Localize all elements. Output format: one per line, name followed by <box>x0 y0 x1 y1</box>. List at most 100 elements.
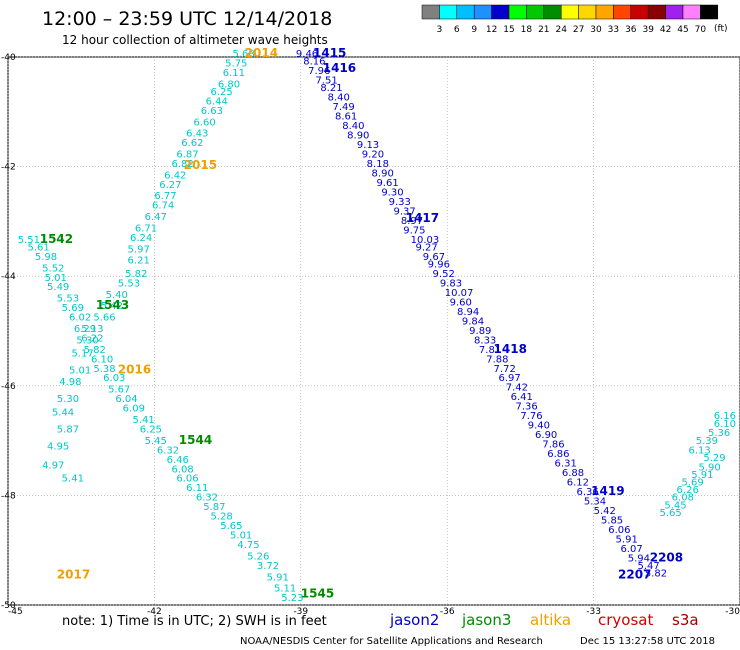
longitude-tick-label: -45 <box>8 607 23 617</box>
wave-height-value: 10.03 <box>411 235 440 246</box>
wave-height-value: 9.33 <box>389 197 411 208</box>
latitude-tick-labels: -40 -42 -44 -46 -48 -50 <box>1 53 16 611</box>
wave-height-value: 5.01 <box>69 366 91 377</box>
colorbar-label: 70 <box>695 25 707 35</box>
colorbar-label: 24 <box>555 25 567 35</box>
wave-height-value: 6.02 <box>69 313 91 324</box>
wave-height-value: 5.30 <box>76 335 98 346</box>
legend-altika: altika <box>530 611 571 629</box>
wave-height-value: 3.72 <box>257 561 279 572</box>
wave-height-value: 6.62 <box>181 138 203 149</box>
wave-height-value: 8.90 <box>347 131 369 142</box>
wave-height-value: 6.36 <box>577 487 599 498</box>
colorbar-swatch <box>456 4 475 20</box>
wave-height-value: 6.22 <box>81 333 103 344</box>
longitude-tick-label: -30 <box>725 607 740 617</box>
wave-height-value: 5.41 <box>62 474 84 485</box>
wave-height-value: 5.23 <box>281 593 303 604</box>
wave-height-value: 8.40 <box>342 121 364 132</box>
wave-height-value: 6.07 <box>620 544 642 555</box>
wave-height-value: 5.69 <box>62 303 84 314</box>
wave-height-value: 8.90 <box>372 168 394 179</box>
wave-height-value: 5.17 <box>71 349 93 360</box>
footer-note: note: 1) Time is in UTC; 2) SWH is in fe… <box>62 614 327 629</box>
colorbar-swatch <box>700 4 719 20</box>
pass-time-label: 2016 <box>118 363 151 377</box>
wave-height-value: 6.11 <box>223 68 245 79</box>
wave-height-value: 7.86 <box>542 440 564 451</box>
wave-height-value: 6.06 <box>608 525 630 536</box>
wave-height-value: 5.87 <box>203 502 225 513</box>
wave-height-value: 7.49 <box>333 102 355 113</box>
colorbar-swatch <box>560 4 579 20</box>
map-gridlines <box>7 56 740 606</box>
wave-height-value: 6.43 <box>186 129 208 140</box>
wave-height-value: 5.65 <box>220 521 242 532</box>
wave-height-value: 5.91 <box>267 572 289 583</box>
pass-time-label: 1415 <box>313 46 346 60</box>
colorbar-swatch <box>526 4 545 20</box>
colorbar-label: 3 <box>437 25 443 35</box>
wave-height-value: 5.87 <box>57 424 79 435</box>
wave-height-value: 6.24 <box>130 233 152 244</box>
wave-height-value: 5.66 <box>93 313 115 324</box>
wave-height-value: 5.68 <box>232 49 254 60</box>
wave-height-value: 5.01 <box>230 531 252 542</box>
colorbar-swatch <box>665 4 684 20</box>
pass-time-label: 2014 <box>245 46 278 60</box>
wave-height-value: 6.77 <box>154 191 176 202</box>
wave-height-value: 5.94 <box>628 553 650 564</box>
wave-height-value: 5.65 <box>659 508 681 519</box>
wave-height-value: 7.88 <box>486 354 508 365</box>
colorbar-label: 12 <box>486 25 497 35</box>
wave-height-value: 7.76 <box>520 411 542 422</box>
colorbar-label: 9 <box>471 25 477 35</box>
wave-height-value: 6.29 <box>74 324 96 335</box>
colorbar-label: 18 <box>521 25 533 35</box>
wave-height-value: 4.75 <box>237 540 259 551</box>
latitude-tick-label: -44 <box>1 272 16 282</box>
latitude-tick-label: -42 <box>1 163 16 173</box>
pass-time-label: 1545 <box>301 586 334 600</box>
wave-height-value: 6.82 <box>171 159 193 170</box>
wave-height-value: 5.97 <box>128 244 150 255</box>
wave-height-value: 5.36 <box>708 428 730 439</box>
wave-height-value: 9.30 <box>381 187 403 198</box>
wave-height-value: 5.82 <box>125 269 147 280</box>
wave-height-value: 5.53 <box>57 294 79 305</box>
colorbar-label: 15 <box>503 25 514 35</box>
wave-height-value: 5.11 <box>274 584 296 595</box>
wave-height-value: 5.82 <box>645 569 667 580</box>
wave-height-value: 6.21 <box>128 256 150 267</box>
wave-height-value: 6.97 <box>498 373 520 384</box>
pass-time-label: 1418 <box>494 342 527 356</box>
wave-height-value: 5.29 <box>703 453 725 464</box>
pass-time-label: 1542 <box>40 232 73 246</box>
page-subtitle: 12 hour collection of altimeter wave hei… <box>62 33 328 47</box>
wave-height-value: 6.60 <box>193 117 215 128</box>
wave-height-value: 6.09 <box>123 404 145 415</box>
wave-height-value: 6.25 <box>211 87 233 98</box>
colorbar-swatch <box>421 4 440 20</box>
wave-height-value: 9.75 <box>403 225 425 236</box>
wave-height-value: 5.49 <box>47 282 69 293</box>
altimeter-tracks: 5.414.974.955.875.445.304.985.015.175.30… <box>18 49 736 604</box>
wave-height-value: 6.11 <box>186 483 208 494</box>
pass-time-label: 1417 <box>406 211 439 225</box>
wave-height-value: 5.82 <box>84 345 106 356</box>
wave-height-value: 5.42 <box>101 301 123 312</box>
wave-height-value: 6.32 <box>157 445 179 456</box>
wave-height-value: 9.46 <box>296 49 318 60</box>
wave-height-value: 5.41 <box>132 415 154 426</box>
colorbar-label: 39 <box>642 25 654 35</box>
wave-height-value: 6.27 <box>159 180 181 191</box>
wave-height-value: 5.67 <box>108 385 130 396</box>
legend-cryosat: cryosat <box>598 611 653 629</box>
colorbar-legend: 3 6 9 12 15 18 21 24 27 30 33 36 39 42 45 70 <box>421 4 719 35</box>
wave-height-value: 6.04 <box>115 394 137 405</box>
wave-height-value: 8.18 <box>367 159 389 170</box>
wave-height-value: 5.98 <box>35 252 57 263</box>
wave-height-value: 5.42 <box>594 506 616 517</box>
wave-height-value: 5.39 <box>696 436 718 447</box>
